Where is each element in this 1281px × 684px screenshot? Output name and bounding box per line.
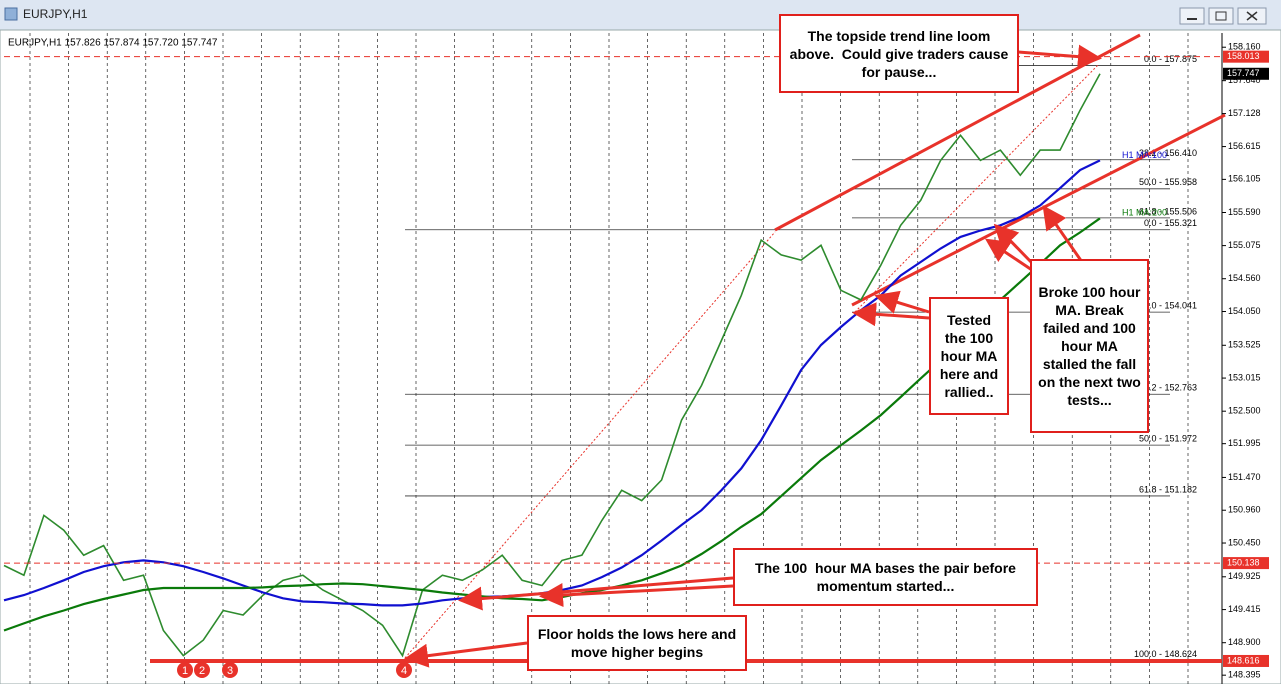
y-tick-label: 150.450 — [1228, 537, 1261, 547]
series-label: H1 MA:200 — [1122, 208, 1167, 218]
arrow — [1042, 205, 1084, 263]
annotation: Floor holds the lows here and move highe… — [527, 615, 747, 671]
window-title: EURJPY,H1 — [23, 7, 88, 21]
arrow — [404, 641, 528, 668]
marker-label: 3 — [227, 665, 233, 677]
arrow — [458, 576, 734, 611]
lower-trend-line — [851, 113, 1226, 307]
fib-level-label: 100.0 - 148.624 — [1134, 649, 1197, 659]
y-tick-label: 152.500 — [1228, 406, 1261, 416]
y-tick-label: 155.075 — [1228, 240, 1261, 250]
marker-label: 1 — [182, 665, 188, 677]
y-tick-label: 154.050 — [1228, 306, 1261, 316]
annotation: Tested the 100 hour MA here and rallied.… — [929, 297, 1009, 415]
y-tick-label: 149.415 — [1228, 604, 1261, 614]
price-line — [3, 73, 1101, 658]
arrow — [985, 238, 1033, 272]
y-tick-label: 150.960 — [1228, 505, 1261, 515]
y-tick-label: 148.395 — [1228, 670, 1261, 680]
marker-circle — [177, 662, 193, 678]
window-buttons — [1179, 7, 1267, 25]
maximize-button[interactable] — [1208, 7, 1234, 25]
window-icon — [4, 7, 18, 21]
y-tick-label: 149.925 — [1228, 571, 1261, 581]
minimize-button[interactable] — [1179, 7, 1205, 25]
y-tick-label: 151.470 — [1228, 472, 1261, 482]
fib-level-label: 50.0 - 155.958 — [1139, 177, 1197, 187]
marker-label: 4 — [401, 665, 407, 677]
y-tick-label: 156.105 — [1228, 174, 1261, 184]
info-line: EURJPY,H1 157.826 157.874 157.720 157.74… — [8, 38, 218, 49]
marker-label: 2 — [199, 665, 205, 677]
arrows — [404, 44, 1102, 668]
y-tick-label: 154.560 — [1228, 273, 1261, 283]
annotation: Broke 100 hour MA. Break failed and 100 … — [1030, 259, 1149, 433]
y-tick-label: 158.160 — [1228, 42, 1261, 52]
y-tick-label: 153.015 — [1228, 372, 1261, 382]
marker-circle — [194, 662, 210, 678]
arrow — [852, 302, 930, 327]
price-label-box — [1223, 654, 1269, 667]
y-tick-label: 155.590 — [1228, 207, 1261, 217]
arrow — [1017, 44, 1102, 69]
y-tick-label: 151.995 — [1228, 438, 1261, 448]
price-axis: 148.395 148.900 149.415 149.925 150.450 150.9… — [1222, 42, 1269, 680]
price-label: 150.138 — [1227, 557, 1260, 567]
y-tick-label: 148.900 — [1228, 637, 1261, 647]
marker-circle — [396, 662, 412, 678]
price-label-box — [1223, 50, 1269, 63]
price-label: 158.013 — [1227, 51, 1260, 61]
fib-level-label: 38.2 - 156.410 — [1139, 148, 1197, 158]
price-label-box — [1223, 557, 1269, 570]
arrow — [874, 290, 930, 314]
close-icon — [1246, 11, 1258, 21]
title-bar — [0, 0, 1281, 30]
fib-level-label: 100.0 - 154.041 — [1134, 300, 1197, 310]
price-label: 157.747 — [1227, 68, 1260, 78]
annotation: The 100 hour MA bases the pair before mo… — [733, 548, 1038, 606]
price-label-box — [1223, 67, 1269, 80]
price-label: 148.616 — [1227, 655, 1260, 665]
fib-diagonal — [854, 64, 1099, 313]
arrow — [539, 583, 734, 608]
fib-level-label: 0.0 - 155.321 — [1144, 218, 1197, 228]
y-tick-label: 157.640 — [1228, 75, 1261, 85]
fib-level-label: 50.0 - 151.972 — [1139, 434, 1197, 444]
y-tick-label: 156.615 — [1228, 141, 1261, 151]
fibonacci-levels: 0.0 - 157.875 38.2 - 156.410 50.0 - 155.95… — [405, 54, 1197, 661]
annotation: The topside trend line loom above. Could… — [779, 14, 1019, 93]
series-label: H1 MA:100 — [1122, 150, 1167, 160]
marker-circle — [222, 662, 238, 678]
fib-level-label: 61.8 - 155.506 — [1139, 206, 1197, 216]
arrow — [993, 223, 1034, 265]
fib-level-label: 0.0 - 157.875 — [1144, 54, 1197, 64]
maximize-icon — [1215, 11, 1227, 21]
fib-level-label: 38.2 - 152.763 — [1139, 383, 1197, 393]
y-tick-label: 157.128 — [1228, 108, 1261, 118]
y-tick-label: 153.525 — [1228, 340, 1261, 350]
fib-level-label: 61.8 - 151.182 — [1139, 484, 1197, 494]
